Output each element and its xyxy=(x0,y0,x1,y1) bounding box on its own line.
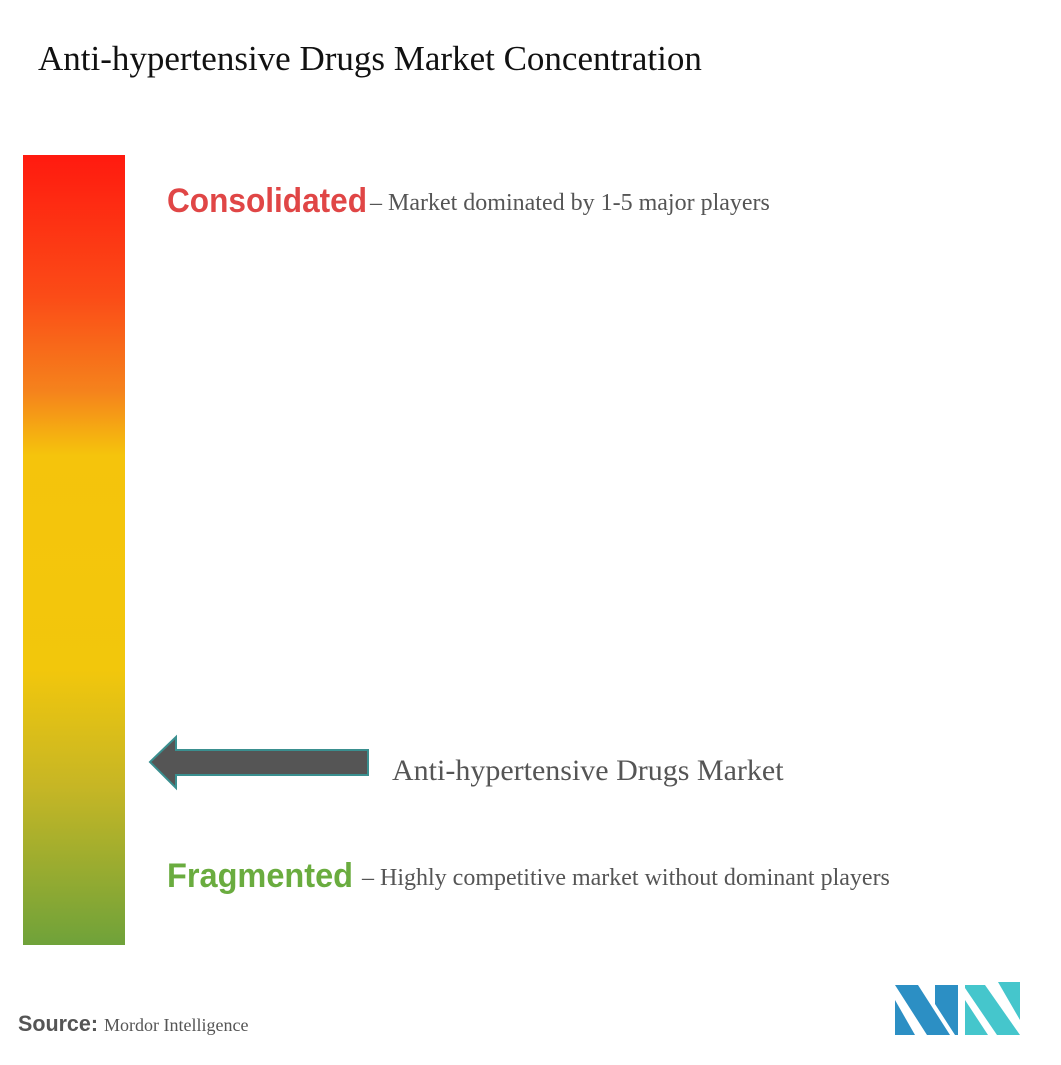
title: Anti-hypertensive Drugs Market Concentra… xyxy=(38,39,702,78)
consolidated-label: Consolidated xyxy=(167,182,367,220)
source-value: Mordor Intelligence xyxy=(104,1015,248,1035)
market-label: Anti-hypertensive Drugs Market xyxy=(392,754,784,787)
fragmented-description: – Highly competitive market without domi… xyxy=(361,865,890,891)
logo xyxy=(895,982,1020,1035)
source-label: Source: xyxy=(18,1011,98,1036)
consolidated-description: – Market dominated by 1-5 major players xyxy=(369,190,770,216)
fragmented-label: Fragmented xyxy=(167,857,353,895)
concentration-scale xyxy=(23,155,125,945)
market-arrow xyxy=(148,734,369,791)
